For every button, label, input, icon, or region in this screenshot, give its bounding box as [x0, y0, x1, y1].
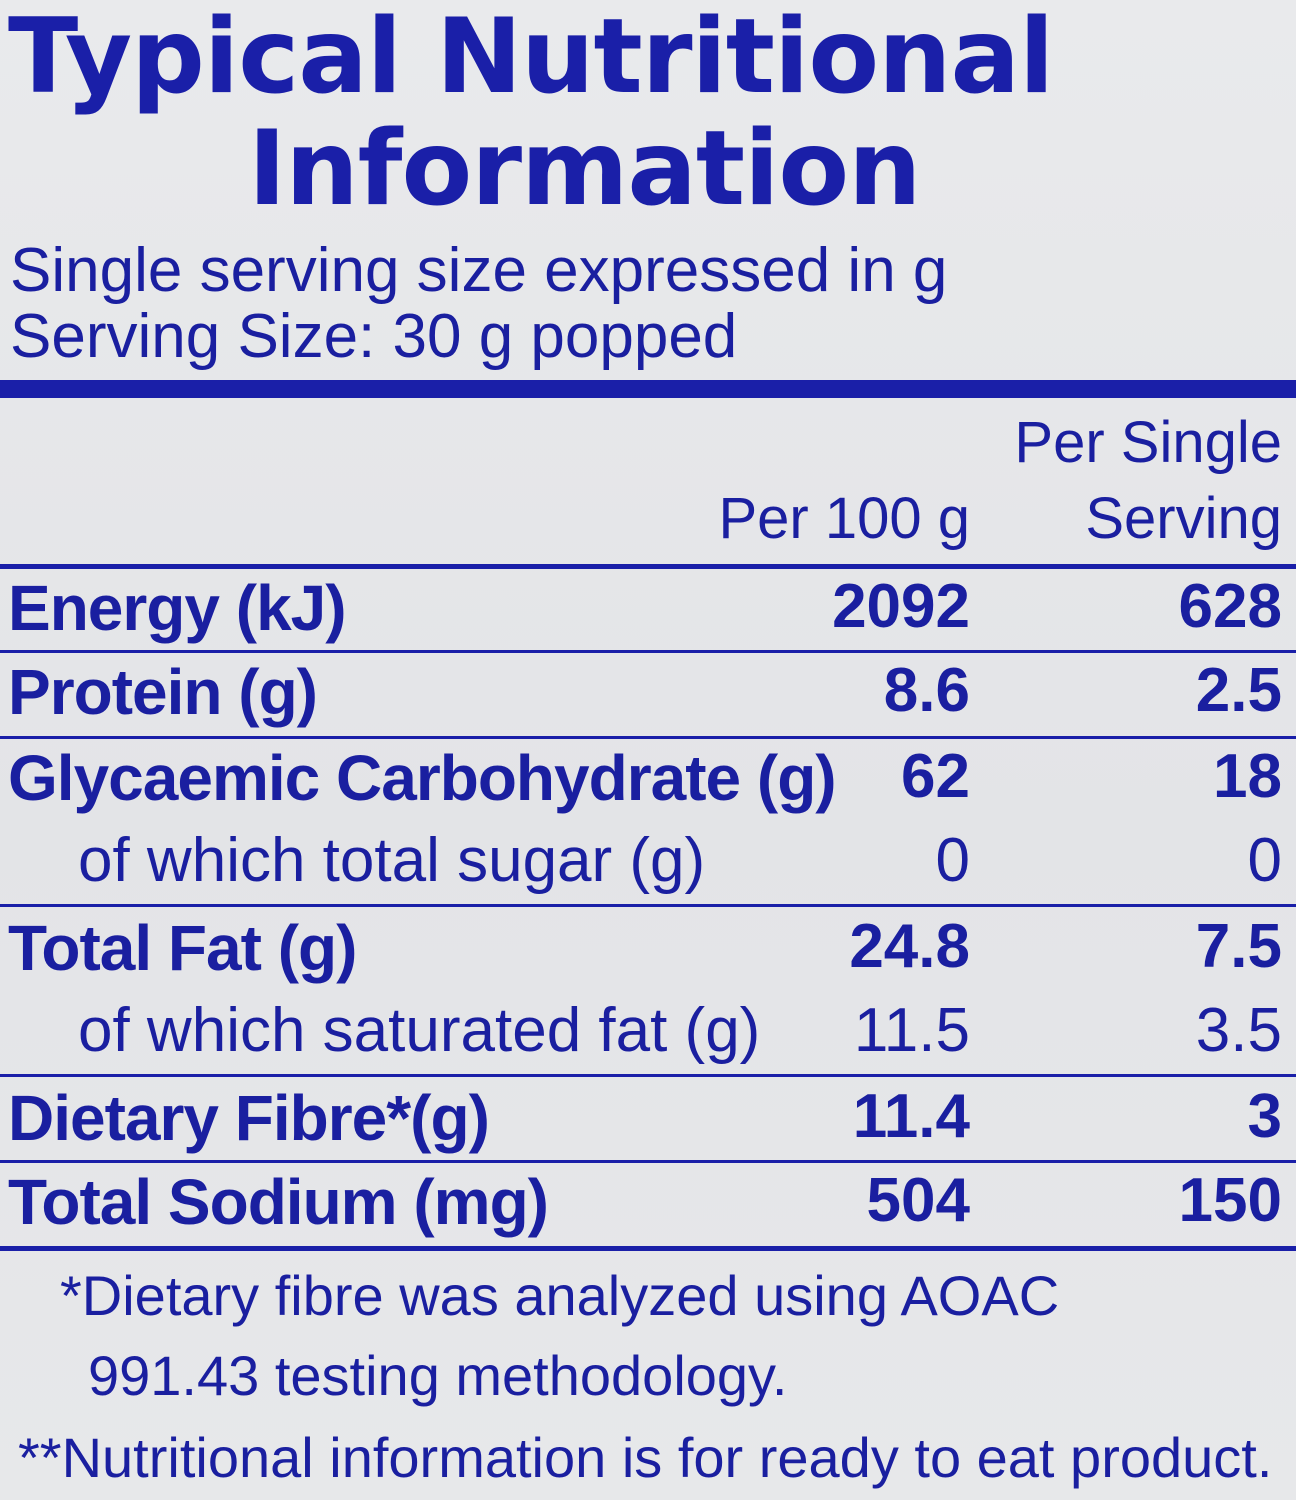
nutrient-label: Dietary Fibre*(g): [8, 1082, 490, 1154]
value-per-serving: 3.5: [1195, 996, 1282, 1065]
table-row: Protein (g) 8.6 2.5: [0, 656, 1296, 736]
value-per-serving: 628: [1178, 572, 1282, 641]
table-row: Total Fat (g) 24.8 7.5: [0, 912, 1296, 992]
nutrient-label: Glycaemic Carbohydrate (g): [8, 742, 837, 814]
value-per-serving: 150: [1178, 1166, 1282, 1235]
header-divider: [0, 380, 1296, 398]
value-per-100g: 2092: [832, 572, 970, 641]
col-header-per-serving-line1: Per Single: [1014, 410, 1282, 475]
table-row: Dietary Fibre*(g) 11.4 3: [0, 1082, 1296, 1162]
value-per-100g: 0: [935, 826, 970, 895]
value-per-100g: 504: [866, 1166, 970, 1235]
table-row: of which saturated fat (g) 11.5 3.5: [0, 996, 1296, 1076]
value-per-serving: 2.5: [1195, 656, 1282, 725]
table-row: Glycaemic Carbohydrate (g) 62 18: [0, 742, 1296, 822]
footnote-fibre-line2: 991.43 testing methodology.: [88, 1344, 788, 1407]
row-divider: [0, 736, 1296, 739]
nutrient-label: Protein (g): [8, 656, 318, 728]
value-per-100g: 62: [901, 742, 970, 811]
row-divider: [0, 1074, 1296, 1077]
serving-size: Serving Size: 30 g popped: [10, 302, 738, 371]
footnote-ready-to-eat: **Nutritional information is for ready t…: [18, 1426, 1273, 1489]
table-bottom-divider: [0, 1246, 1296, 1251]
footnote-fibre-line1: *Dietary fibre was analyzed using AOAC: [60, 1264, 1060, 1327]
nutrient-label: of which saturated fat (g): [78, 996, 761, 1065]
row-divider: [0, 650, 1296, 653]
nutrient-label: of which total sugar (g): [78, 826, 706, 895]
value-per-100g: 11.5: [853, 996, 970, 1065]
panel-title-line2: Information: [248, 109, 921, 229]
serving-size-note: Single serving size expressed in g: [10, 236, 948, 305]
table-row: of which total sugar (g) 0 0: [0, 826, 1296, 906]
panel-title-line1: Typical Nutritional: [8, 0, 1054, 117]
table-row: Energy (kJ) 2092 628: [0, 572, 1296, 652]
nutrient-label: Total Sodium (mg): [8, 1166, 549, 1238]
col-header-per-serving-line2: Serving: [1085, 486, 1282, 551]
row-divider: [0, 904, 1296, 907]
value-per-100g: 8.6: [883, 656, 970, 725]
value-per-serving: 7.5: [1195, 912, 1282, 981]
value-per-100g: 24.8: [849, 912, 970, 981]
table-divider: [0, 564, 1296, 569]
value-per-100g: 11.4: [852, 1082, 970, 1151]
table-row: Total Sodium (mg) 504 150: [0, 1166, 1296, 1246]
value-per-serving: 0: [1247, 826, 1282, 895]
col-header-per-100g: Per 100 g: [718, 486, 970, 551]
value-per-serving: 3: [1247, 1082, 1282, 1151]
row-divider: [0, 1160, 1296, 1163]
nutrient-label: Energy (kJ): [8, 572, 347, 644]
value-per-serving: 18: [1213, 742, 1282, 811]
nutrient-label: Total Fat (g): [8, 912, 357, 984]
